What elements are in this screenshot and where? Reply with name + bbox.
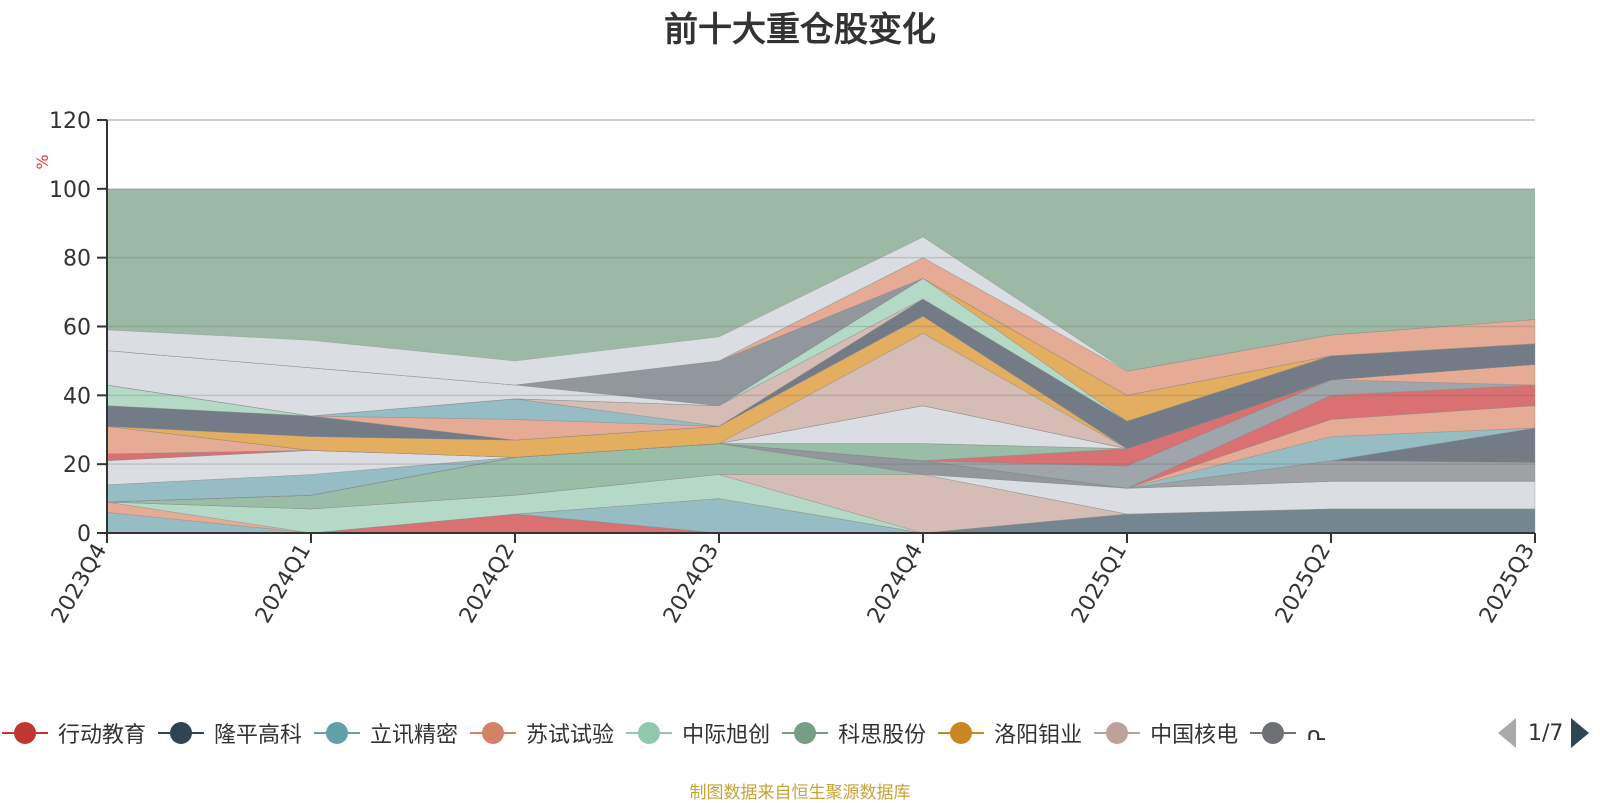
legend-marker-icon: [156, 721, 206, 745]
x-tick-label: 2025Q3: [1475, 540, 1540, 628]
legend-item[interactable]: 中际旭创: [624, 716, 770, 750]
legend-item[interactable]: ᕆ: [1248, 716, 1326, 750]
y-axis-unit: %: [33, 154, 52, 169]
y-tick-label: 40: [63, 384, 91, 409]
legend-label: 苏试试验: [526, 723, 615, 748]
y-tick-label: 120: [49, 109, 91, 134]
legend-marker-icon: [1092, 721, 1142, 745]
x-tick-label: 2024Q1: [251, 540, 316, 628]
y-tick-label: 100: [49, 178, 91, 203]
source-note: 制图数据来自恒生聚源数据库: [689, 783, 911, 803]
legend-prev-arrow-icon[interactable]: [1498, 718, 1516, 748]
y-tick-label: 20: [63, 453, 91, 478]
legend-page-indicator: 1/7: [1528, 720, 1564, 746]
x-tick-label: 2024Q4: [863, 540, 928, 628]
grid-layer: [107, 119, 1535, 465]
chart-plot: 0 20 40 60 80 100 120 2023Q4 2024Q1 2024Q2 2024Q3 2…: [33, 109, 1540, 628]
legend-marker-icon: [312, 721, 362, 745]
legend-label: 隆平高科: [214, 723, 303, 748]
legend-label: 立讯精密: [370, 723, 459, 748]
legend-item[interactable]: 洛阳钼业: [936, 716, 1082, 750]
x-tick-label: 2024Q2: [455, 540, 520, 628]
legend-marker-icon: [780, 721, 830, 745]
legend: 行动教育 隆平高科 立讯精密 苏试试验 中际旭创 科思股份 洛阳钼业 中国核电 ᕆ: [0, 716, 1475, 750]
legend-label: 科思股份: [838, 723, 927, 748]
legend-item[interactable]: 隆平高科: [156, 716, 302, 750]
area-series-34: [106, 236, 1536, 386]
legend-marker-icon: [624, 721, 674, 745]
area-remainder: [107, 188, 1535, 372]
chart-title: 前十大重仓股变化: [664, 10, 936, 50]
legend-label: ᕆ: [1306, 720, 1327, 746]
legend-label: 中国核电: [1150, 723, 1239, 748]
legend-marker-icon: [936, 721, 986, 745]
x-tick-label: 2024Q3: [659, 540, 724, 628]
x-tick-label: 2023Q4: [47, 540, 112, 628]
y-tick-label: 0: [77, 522, 91, 547]
legend-label: 中际旭创: [682, 723, 771, 748]
legend-item[interactable]: 立讯精密: [312, 716, 458, 750]
legend-label: 行动教育: [58, 723, 147, 748]
y-tick-label: 80: [63, 247, 91, 272]
area-layer: [106, 188, 1536, 534]
x-tick-label: 2025Q1: [1067, 540, 1132, 628]
x-tick-label: 2025Q2: [1271, 540, 1336, 628]
legend-next-arrow-icon[interactable]: [1571, 718, 1590, 748]
legend-marker-icon: [468, 721, 518, 745]
legend-label: 洛阳钼业: [994, 723, 1083, 748]
legend-item[interactable]: 科思股份: [780, 716, 926, 750]
y-tick-label: 60: [63, 316, 91, 341]
legend-pager: 1/7: [1498, 716, 1590, 750]
legend-marker-icon: [0, 721, 50, 745]
legend-item[interactable]: 苏试试验: [468, 716, 614, 750]
legend-marker-icon: [1248, 721, 1298, 745]
legend-item[interactable]: 行动教育: [0, 716, 146, 750]
legend-item[interactable]: 中国核电: [1092, 716, 1238, 750]
